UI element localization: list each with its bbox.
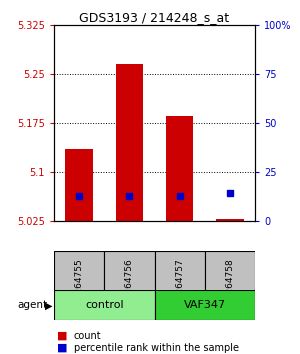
Bar (116, 64, 143, 221)
Bar (65, 149, 93, 221)
Bar (216, 219, 244, 221)
Text: ■: ■ (57, 343, 68, 353)
Text: percentile rank within the sample: percentile rank within the sample (74, 343, 238, 353)
Text: agent: agent (18, 300, 48, 310)
Text: ■: ■ (57, 331, 68, 341)
Text: GSM264758: GSM264758 (225, 258, 234, 313)
Bar (154, 251, 205, 320)
Text: GSM264757: GSM264757 (175, 258, 184, 313)
Bar (205, 251, 255, 320)
Bar (54, 251, 104, 320)
Title: GDS3193 / 214248_s_at: GDS3193 / 214248_s_at (80, 11, 230, 24)
Text: control: control (85, 300, 124, 310)
Text: count: count (74, 331, 101, 341)
Bar (154, 290, 255, 320)
Bar (54, 290, 154, 320)
Bar (104, 251, 154, 320)
Text: GSM264756: GSM264756 (125, 258, 134, 313)
Text: ▶: ▶ (45, 300, 52, 310)
Bar (166, 116, 194, 221)
Text: VAF347: VAF347 (184, 300, 226, 310)
Text: GSM264755: GSM264755 (75, 258, 84, 313)
